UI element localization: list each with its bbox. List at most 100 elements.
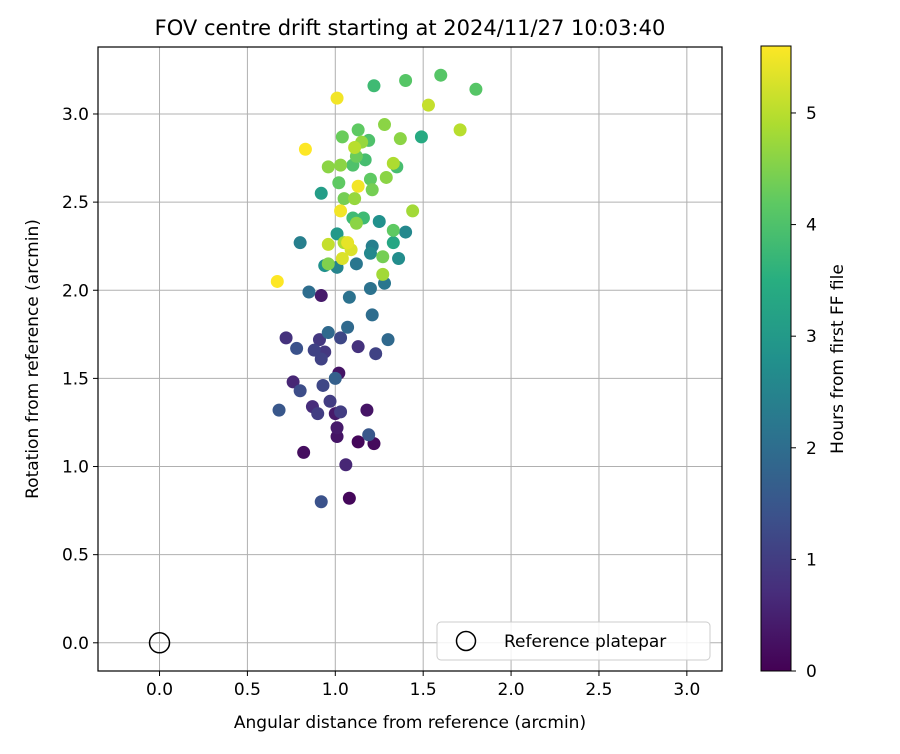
colorbar-ticks: 0 1 2 3 4 5 — [791, 104, 817, 682]
data-point — [342, 290, 356, 304]
data-point — [453, 123, 467, 137]
x-tick-label: 0.5 — [234, 680, 261, 700]
data-point — [316, 378, 330, 392]
data-point — [341, 236, 355, 250]
data-point — [334, 405, 348, 419]
data-point — [334, 158, 348, 172]
y-tick-label: 1.5 — [62, 369, 89, 389]
colorbar-tick-label: 4 — [806, 216, 817, 236]
data-point — [365, 308, 379, 322]
data-point — [286, 375, 300, 389]
y-tick-label: 2.5 — [62, 193, 89, 213]
data-point — [363, 246, 377, 260]
reference-marker — [148, 632, 171, 654]
data-point — [330, 91, 344, 105]
data-point — [337, 192, 351, 206]
y-axis-label: Rotation from reference (arcmin) — [23, 219, 43, 499]
data-point — [335, 130, 349, 144]
data-point — [298, 142, 312, 156]
y-tick-label: 2.0 — [62, 281, 89, 301]
data-point — [314, 495, 328, 509]
x-tick-label: 3.0 — [673, 680, 700, 700]
data-point — [421, 98, 435, 112]
data-point — [399, 73, 413, 87]
data-point — [360, 403, 374, 417]
data-point — [314, 289, 328, 303]
data-point — [279, 331, 293, 345]
data-point — [414, 130, 428, 144]
colorbar-label: Hours from first FF file — [828, 264, 848, 454]
data-point — [378, 118, 392, 132]
data-point — [381, 333, 395, 347]
colorbar: 0 1 2 3 4 5 Hours from first FF file — [760, 45, 848, 682]
data-point — [365, 183, 379, 197]
data-point — [399, 225, 413, 239]
legend-box — [436, 621, 711, 661]
data-point — [376, 250, 390, 264]
data-point — [321, 160, 335, 174]
legend-reference-marker — [455, 630, 477, 652]
data-point — [348, 192, 362, 206]
data-point — [293, 236, 307, 250]
x-axis-label: Angular distance from reference (arcmin) — [234, 713, 586, 733]
data-point — [342, 491, 356, 505]
data-point — [321, 326, 335, 340]
colorbar-gradient — [760, 45, 792, 672]
data-point — [386, 156, 400, 170]
data-point — [376, 267, 390, 281]
data-point — [297, 445, 311, 459]
reference-platepar-marker — [148, 632, 171, 654]
data-point — [339, 458, 353, 472]
y-tick-label: 0.0 — [62, 634, 89, 654]
data-point — [312, 333, 326, 347]
data-point — [363, 281, 377, 295]
data-point — [379, 170, 393, 184]
data-point — [393, 132, 407, 146]
data-point — [293, 384, 307, 398]
data-point — [314, 352, 328, 366]
data-point — [372, 215, 386, 229]
colorbar-tick-label: 0 — [806, 662, 817, 682]
chart-title: FOV centre drift starting at 2024/11/27 … — [155, 16, 666, 40]
x-tick-label: 2.0 — [498, 680, 525, 700]
data-point — [323, 394, 337, 408]
data-point — [434, 68, 448, 82]
colorbar-tick-label: 3 — [806, 327, 817, 347]
data-point — [272, 403, 286, 417]
data-point — [351, 123, 365, 137]
data-points — [270, 68, 483, 509]
data-point — [349, 216, 363, 230]
data-point — [290, 341, 304, 355]
x-tick-label: 2.5 — [585, 680, 612, 700]
data-point — [363, 172, 377, 186]
data-point — [341, 320, 355, 334]
legend-label-reference: Reference platepar — [504, 632, 666, 652]
data-point — [307, 343, 321, 357]
data-point — [369, 347, 383, 361]
x-axis-ticks: 0.0 0.5 1.0 1.5 2.0 2.5 3.0 — [146, 671, 700, 700]
data-point — [334, 204, 348, 218]
data-point — [469, 82, 483, 96]
x-tick-label: 1.0 — [322, 680, 349, 700]
y-tick-label: 1.0 — [62, 458, 89, 478]
data-point — [351, 179, 365, 193]
y-tick-label: 0.5 — [62, 546, 89, 566]
data-point — [406, 204, 420, 218]
data-point — [367, 79, 381, 93]
colorbar-tick-label: 1 — [806, 550, 817, 570]
data-point — [330, 227, 344, 241]
data-point — [334, 331, 348, 345]
data-point — [330, 421, 344, 435]
data-point — [321, 237, 335, 251]
data-point — [328, 371, 342, 385]
colorbar-tick-label: 5 — [806, 104, 817, 124]
y-tick-label: 3.0 — [62, 105, 89, 125]
data-point — [351, 340, 365, 354]
x-tick-label: 1.5 — [410, 680, 437, 700]
data-point — [392, 252, 406, 266]
data-point — [302, 285, 316, 299]
plot-area-frame — [97, 46, 723, 672]
data-point — [386, 236, 400, 250]
data-point — [314, 186, 328, 200]
